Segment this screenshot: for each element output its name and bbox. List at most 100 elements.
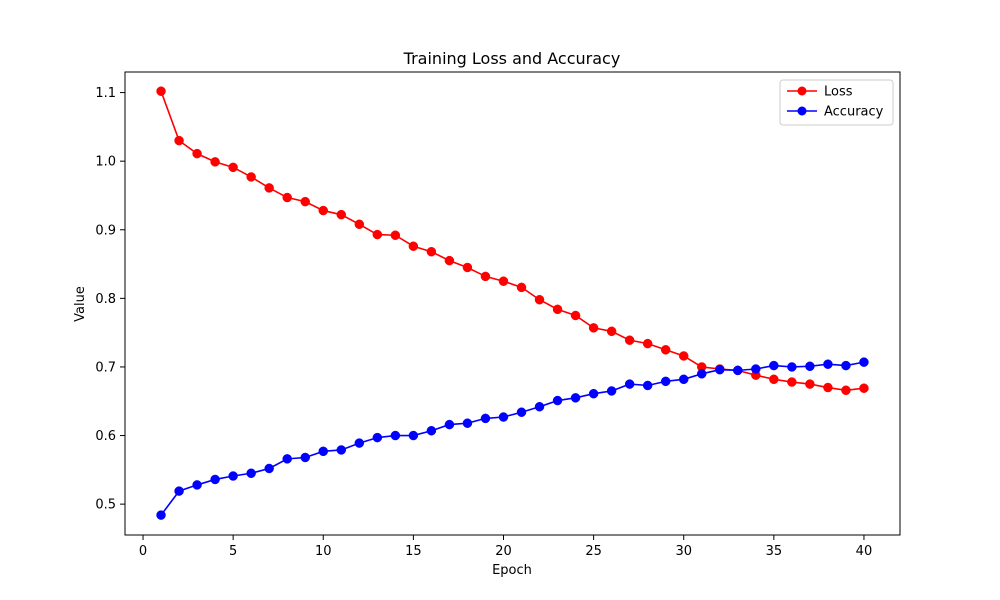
accuracy-point [660, 376, 671, 387]
loss-point [228, 162, 238, 173]
x-tick-label: 30 [675, 544, 692, 559]
accuracy-point [354, 438, 365, 448]
x-tick-label: 15 [405, 544, 422, 559]
accuracy-point [462, 418, 473, 428]
legend-loss-marker [797, 86, 807, 96]
loss-point [624, 335, 635, 345]
plot-area [124, 71, 901, 536]
accuracy-point [642, 380, 653, 391]
accuracy-point [156, 510, 166, 520]
accuracy-point [769, 360, 779, 371]
x-axis-label: Epoch [492, 563, 532, 578]
x-tick-label: 25 [585, 544, 602, 559]
x-tick-label: 35 [766, 544, 783, 559]
accuracy-point [588, 388, 599, 399]
y-tick-label: 0.7 [95, 360, 116, 375]
loss-point [859, 383, 869, 393]
accuracy-point [805, 361, 815, 372]
loss-point [606, 326, 617, 337]
loss-point [246, 172, 256, 182]
accuracy-point [174, 486, 184, 496]
loss-point [769, 374, 779, 385]
accuracy-point [534, 401, 545, 412]
loss-point [805, 379, 815, 389]
loss-point [192, 148, 202, 159]
accuracy-point [678, 374, 689, 385]
accuracy-point [624, 379, 635, 389]
legend: Loss Accuracy [779, 79, 894, 126]
loss-point [678, 351, 689, 361]
accuracy-point [498, 412, 509, 422]
x-tick-label: 10 [315, 544, 332, 559]
accuracy-point [823, 359, 833, 369]
y-tick-label: 0.8 [95, 292, 116, 307]
loss-point [642, 338, 653, 349]
y-tick-label: 0.5 [95, 498, 116, 513]
legend-loss-label: Loss [824, 85, 853, 100]
accuracy-point [715, 364, 725, 375]
loss-point [354, 219, 365, 230]
loss-point [570, 310, 581, 321]
loss-point [480, 271, 491, 282]
y-axis-ticks: 0.5 0.6 0.7 0.8 0.9 1.0 1.1 [95, 86, 125, 513]
accuracy-point [859, 357, 869, 367]
loss-point [210, 157, 220, 167]
loss-point [444, 255, 455, 266]
accuracy-point [300, 452, 310, 463]
loss-point [156, 86, 166, 96]
plot-background [125, 72, 900, 535]
legend-accuracy-label: Accuracy [824, 105, 884, 120]
loss-point [534, 294, 545, 305]
loss-point [660, 345, 671, 355]
accuracy-point [787, 362, 797, 372]
loss-point [516, 282, 527, 293]
loss-point [174, 135, 184, 146]
x-tick-label: 5 [229, 544, 237, 559]
accuracy-line [160, 361, 865, 516]
accuracy-point [372, 432, 383, 443]
x-axis-ticks: 0 5 10 15 20 25 30 35 40 [139, 535, 872, 559]
y-tick-label: 0.6 [95, 429, 116, 444]
loss-point [318, 205, 329, 216]
accuracy-point [696, 369, 707, 379]
accuracy-point [552, 395, 563, 406]
y-tick-label: 0.9 [95, 223, 116, 238]
y-axis-label: Value [73, 286, 88, 322]
chart-title: Training Loss and Accuracy [403, 49, 621, 68]
accuracy-point [444, 419, 455, 430]
accuracy-point [336, 445, 347, 455]
accuracy-point [733, 365, 743, 376]
accuracy-point [318, 446, 329, 457]
loss-point [300, 196, 310, 207]
accuracy-point [210, 474, 220, 485]
legend-accuracy-marker [797, 106, 807, 116]
loss-point [841, 385, 851, 396]
loss-point [372, 229, 383, 240]
accuracy-point [606, 386, 617, 396]
x-tick-label: 20 [495, 544, 512, 559]
accuracy-point [570, 393, 581, 403]
loss-point [823, 382, 833, 393]
accuracy-point [480, 413, 491, 424]
loss-point [426, 246, 437, 257]
accuracy-point [426, 425, 437, 436]
series-layer [156, 86, 869, 520]
x-tick-label: 40 [856, 544, 873, 559]
accuracy-point [228, 471, 238, 481]
accuracy-point [408, 430, 419, 441]
y-tick-label: 1.0 [95, 155, 116, 170]
accuracy-point [841, 360, 851, 371]
loss-point [408, 241, 419, 251]
loss-point [588, 323, 599, 333]
loss-line [160, 90, 865, 392]
accuracy-point [516, 407, 527, 417]
accuracy-point [390, 430, 401, 441]
loss-point [787, 377, 797, 387]
loss-point [462, 262, 473, 273]
loss-point [552, 304, 563, 315]
plot-frame [124, 71, 901, 536]
y-tick-label: 1.1 [95, 86, 116, 101]
accuracy-point [246, 468, 256, 479]
accuracy-point [264, 463, 274, 474]
